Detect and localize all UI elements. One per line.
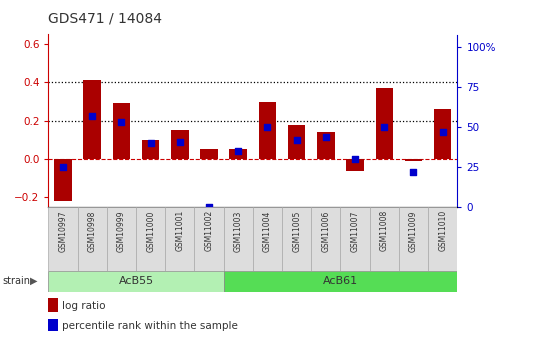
Bar [136, 207, 165, 271]
Bar [376, 88, 393, 159]
Point [205, 204, 214, 210]
Point [351, 156, 359, 162]
Text: GSM11005: GSM11005 [292, 210, 301, 252]
Text: AcB55: AcB55 [118, 276, 154, 286]
Point [292, 137, 301, 143]
Point [234, 148, 243, 154]
Bar [253, 207, 282, 271]
Bar [405, 159, 422, 161]
Bar [224, 271, 457, 292]
Bar [434, 109, 451, 159]
Text: log ratio: log ratio [62, 301, 105, 311]
Text: GSM11004: GSM11004 [263, 210, 272, 252]
Text: percentile rank within the sample: percentile rank within the sample [62, 321, 238, 331]
Text: GDS471 / 14084: GDS471 / 14084 [48, 11, 162, 26]
Text: GSM11007: GSM11007 [351, 210, 359, 252]
Text: GSM11008: GSM11008 [380, 210, 389, 252]
Bar [83, 80, 101, 159]
Bar [77, 207, 107, 271]
Text: ▶: ▶ [30, 276, 37, 286]
Text: GSM11010: GSM11010 [438, 210, 447, 252]
Point [175, 139, 184, 144]
Bar [48, 207, 77, 271]
Text: GSM11003: GSM11003 [233, 210, 243, 252]
Point [146, 140, 155, 146]
Bar [317, 132, 335, 159]
Bar [48, 271, 224, 292]
Bar [142, 140, 159, 159]
Point [88, 113, 96, 119]
Bar [54, 159, 72, 201]
Bar [224, 207, 253, 271]
Point [263, 125, 272, 130]
Point [380, 125, 388, 130]
Bar [399, 207, 428, 271]
Bar [428, 207, 457, 271]
Point [117, 120, 126, 125]
Bar [48, 298, 58, 312]
Text: GSM11001: GSM11001 [175, 210, 185, 252]
Bar [288, 125, 306, 159]
Text: GSM10998: GSM10998 [88, 210, 97, 252]
Bar [112, 104, 130, 159]
Bar [200, 149, 218, 159]
Bar [165, 207, 194, 271]
Text: GSM11002: GSM11002 [204, 210, 214, 252]
Text: GSM11006: GSM11006 [321, 210, 330, 252]
Bar [48, 319, 58, 331]
Bar [194, 207, 224, 271]
Text: strain: strain [3, 276, 31, 286]
Bar [282, 207, 312, 271]
Point [409, 169, 418, 175]
Bar [230, 149, 247, 159]
Bar [312, 207, 341, 271]
Bar [107, 207, 136, 271]
Point [59, 164, 67, 170]
Bar [370, 207, 399, 271]
Bar [171, 130, 189, 159]
Text: AcB61: AcB61 [323, 276, 358, 286]
Text: GSM10997: GSM10997 [59, 210, 68, 252]
Text: GSM10999: GSM10999 [117, 210, 126, 252]
Text: GSM11000: GSM11000 [146, 210, 155, 252]
Text: GSM11009: GSM11009 [409, 210, 418, 252]
Bar [346, 159, 364, 170]
Point [322, 134, 330, 139]
Point [438, 129, 447, 135]
Bar [341, 207, 370, 271]
Bar [259, 101, 276, 159]
